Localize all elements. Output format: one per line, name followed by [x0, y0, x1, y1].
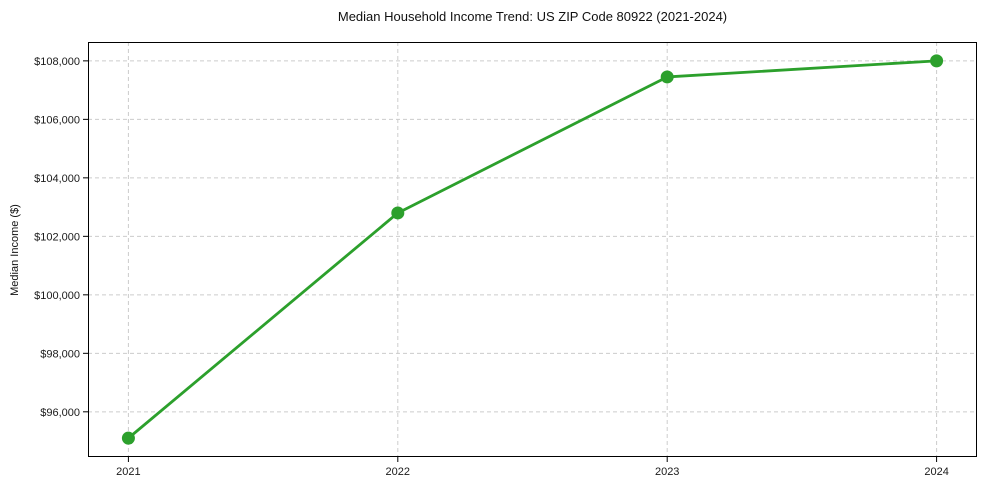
y-tick-label: $96,000	[40, 407, 80, 419]
y-tick-label: $98,000	[40, 348, 80, 360]
data-point-2022	[391, 206, 405, 220]
data-point-2023	[660, 70, 674, 84]
chart-title: Median Household Income Trend: US ZIP Co…	[337, 9, 728, 24]
x-tick-label: 2022	[386, 466, 410, 478]
data-point-2024	[930, 54, 944, 68]
y-tick-label: $108,000	[34, 56, 80, 68]
data-point-2021	[121, 431, 135, 445]
x-tick-label: 2023	[655, 466, 679, 478]
y-tick-label: $104,000	[34, 173, 80, 185]
x-tick-label: 2021	[116, 466, 140, 478]
y-axis-label: Median Income ($)	[9, 204, 21, 296]
trend-line	[127, 59, 938, 440]
y-tick-label: $106,000	[34, 114, 80, 126]
y-tick-label: $100,000	[34, 290, 80, 302]
y-tick-label: $102,000	[34, 231, 80, 243]
x-tick-label: 2024	[924, 466, 948, 478]
plot-frame	[88, 42, 977, 457]
